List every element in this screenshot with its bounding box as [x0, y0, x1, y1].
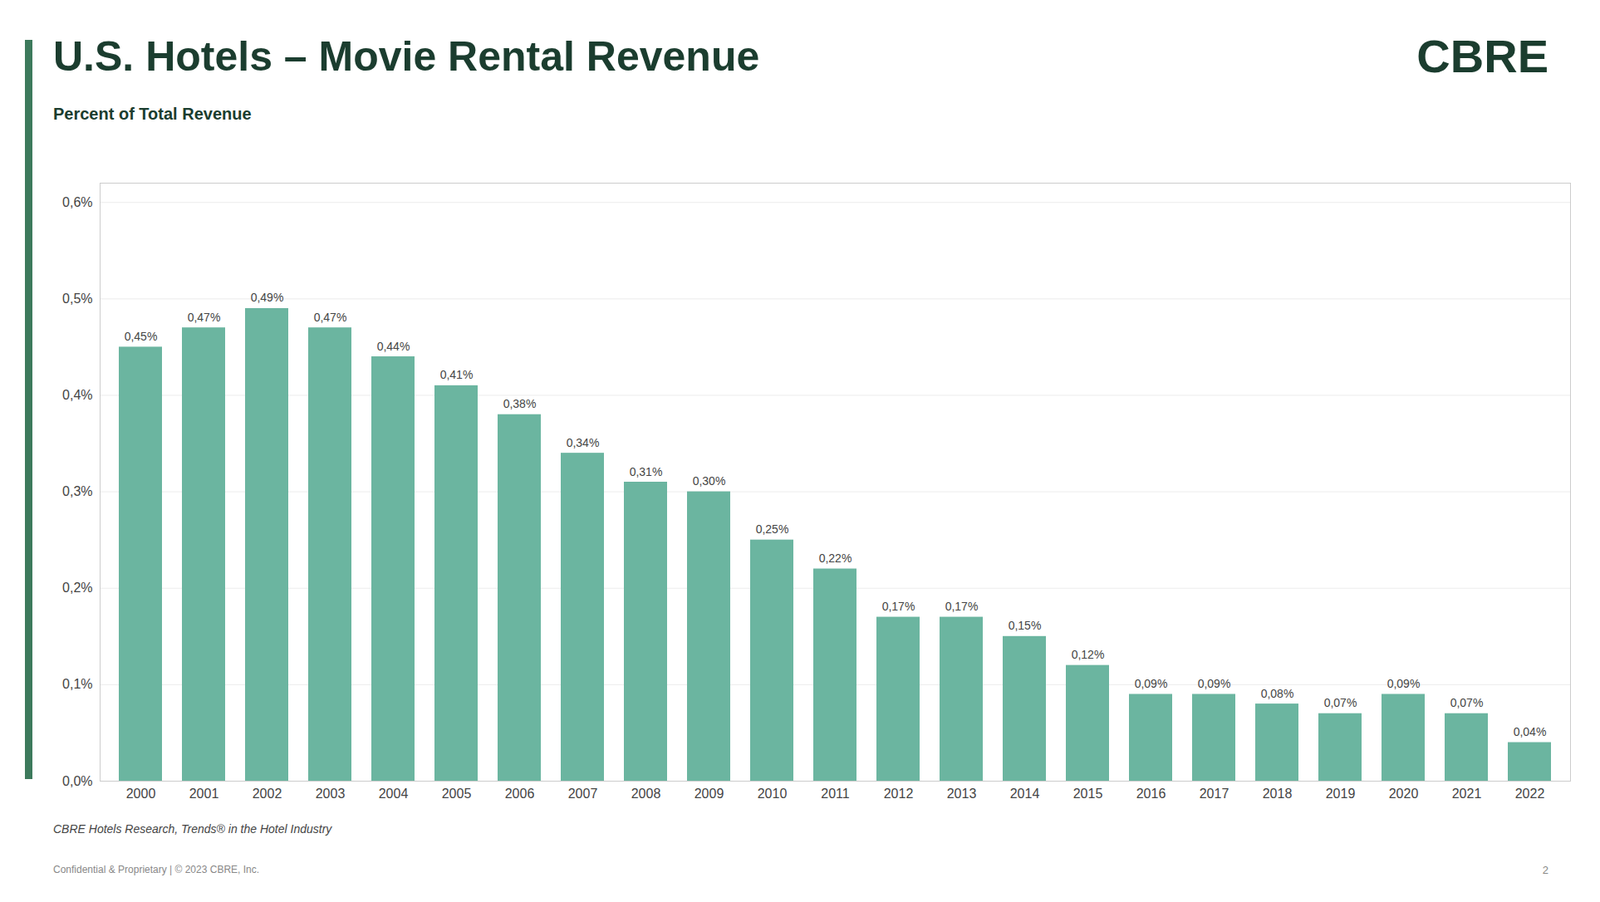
svg-text:2008: 2008 — [631, 786, 662, 801]
svg-text:2022: 2022 — [1515, 786, 1546, 801]
svg-text:2002: 2002 — [252, 786, 283, 801]
svg-text:0,31%: 0,31% — [629, 465, 663, 479]
svg-text:0,15%: 0,15% — [1008, 618, 1042, 633]
svg-text:0,4%: 0,4% — [62, 387, 93, 403]
svg-text:0,45%: 0,45% — [124, 329, 158, 344]
svg-text:0,1%: 0,1% — [62, 677, 93, 692]
svg-text:2005: 2005 — [441, 786, 472, 801]
svg-text:2019: 2019 — [1325, 786, 1356, 801]
html-text:2: 2 — [1542, 863, 1549, 877]
svg-text:2003: 2003 — [315, 786, 346, 801]
svg-text:2014: 2014 — [1010, 786, 1041, 801]
html-text:Percent of Total Revenue: Percent of Total Revenue — [53, 104, 252, 123]
html-text:CBRE: CBRE — [1416, 29, 1549, 83]
svg-text:0,0%: 0,0% — [62, 774, 93, 789]
svg-text:0,5%: 0,5% — [62, 291, 93, 306]
html-text:Confidential & Proprietary | ©: Confidential & Proprietary | © 2023 CBRE… — [53, 863, 260, 876]
svg-text:0,2%: 0,2% — [62, 580, 93, 595]
svg-text:0,07%: 0,07% — [1450, 696, 1484, 710]
svg-text:0,08%: 0,08% — [1261, 687, 1295, 701]
svg-text:0,25%: 0,25% — [755, 522, 790, 536]
svg-text:2009: 2009 — [694, 786, 725, 801]
svg-text:0,3%: 0,3% — [62, 484, 93, 499]
svg-text:2015: 2015 — [1073, 786, 1104, 801]
svg-text:0,47%: 0,47% — [314, 310, 348, 324]
svg-text:0,12%: 0,12% — [1071, 647, 1105, 662]
svg-text:0,22%: 0,22% — [819, 551, 853, 565]
svg-text:0,38%: 0,38% — [503, 397, 537, 411]
svg-text:2004: 2004 — [378, 786, 409, 801]
svg-text:0,6%: 0,6% — [62, 195, 93, 210]
svg-text:2016: 2016 — [1136, 786, 1167, 801]
html-text:CBRE Hotels Research, Trends®: CBRE Hotels Research, Trends® in the Hot… — [53, 822, 332, 836]
svg-text:0,34%: 0,34% — [566, 436, 600, 450]
svg-text:0,07%: 0,07% — [1324, 696, 1358, 710]
svg-text:0,47%: 0,47% — [187, 310, 221, 324]
svg-text:2020: 2020 — [1388, 786, 1419, 801]
svg-text:2000: 2000 — [126, 786, 157, 801]
svg-text:2018: 2018 — [1262, 786, 1293, 801]
svg-text:0,49%: 0,49% — [250, 290, 285, 305]
svg-text:2010: 2010 — [757, 786, 788, 801]
svg-text:2001: 2001 — [189, 786, 220, 801]
svg-text:0,41%: 0,41% — [440, 368, 474, 382]
svg-text:0,30%: 0,30% — [692, 474, 727, 488]
svg-text:2006: 2006 — [505, 786, 535, 801]
svg-text:0,04%: 0,04% — [1513, 725, 1547, 739]
svg-text:2007: 2007 — [568, 786, 599, 801]
svg-text:2012: 2012 — [883, 786, 914, 801]
svg-text:0,17%: 0,17% — [945, 599, 979, 614]
svg-text:0,09%: 0,09% — [1197, 677, 1232, 691]
svg-text:2021: 2021 — [1452, 786, 1483, 801]
svg-text:0,09%: 0,09% — [1387, 677, 1421, 691]
svg-text:0,17%: 0,17% — [882, 599, 916, 614]
svg-text:2013: 2013 — [947, 786, 977, 801]
svg-text:0,09%: 0,09% — [1134, 677, 1169, 691]
svg-text:0,44%: 0,44% — [377, 339, 411, 354]
svg-text:2011: 2011 — [820, 786, 850, 801]
svg-text:2017: 2017 — [1199, 786, 1230, 801]
html-text:U.S. Hotels – Movie Rental Rev: U.S. Hotels – Movie Rental Revenue — [53, 33, 760, 80]
